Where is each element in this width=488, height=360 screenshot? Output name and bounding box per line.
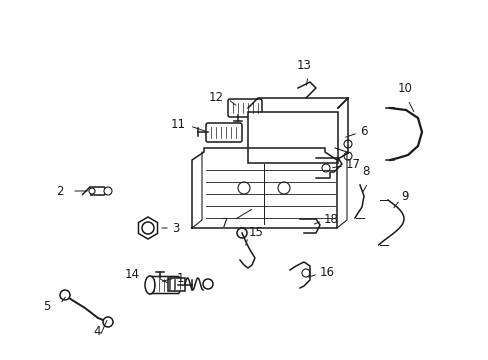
Text: 13: 13 bbox=[296, 59, 311, 72]
Text: 7: 7 bbox=[221, 216, 228, 230]
FancyBboxPatch shape bbox=[167, 278, 184, 291]
FancyBboxPatch shape bbox=[205, 123, 242, 142]
Circle shape bbox=[142, 222, 154, 234]
Circle shape bbox=[343, 152, 351, 160]
FancyBboxPatch shape bbox=[148, 276, 179, 293]
FancyBboxPatch shape bbox=[227, 99, 262, 117]
Circle shape bbox=[104, 187, 112, 195]
FancyBboxPatch shape bbox=[247, 112, 337, 163]
Text: 16: 16 bbox=[319, 266, 334, 279]
Circle shape bbox=[89, 188, 95, 194]
Text: 15: 15 bbox=[248, 225, 264, 239]
Ellipse shape bbox=[145, 276, 155, 294]
Circle shape bbox=[203, 279, 213, 289]
Circle shape bbox=[321, 164, 329, 172]
Circle shape bbox=[237, 228, 246, 238]
Text: 2: 2 bbox=[57, 185, 64, 198]
Polygon shape bbox=[138, 217, 157, 239]
Circle shape bbox=[60, 290, 70, 300]
Text: 8: 8 bbox=[362, 165, 369, 178]
Circle shape bbox=[103, 317, 113, 327]
Text: 18: 18 bbox=[324, 212, 338, 225]
Text: 5: 5 bbox=[43, 300, 51, 312]
Text: 4: 4 bbox=[93, 325, 101, 338]
Circle shape bbox=[278, 182, 289, 194]
Text: 14: 14 bbox=[125, 267, 140, 280]
Text: 11: 11 bbox=[171, 117, 185, 131]
Text: 9: 9 bbox=[400, 189, 407, 202]
Text: 6: 6 bbox=[359, 125, 367, 138]
Text: 1: 1 bbox=[177, 271, 184, 284]
Text: 12: 12 bbox=[208, 90, 224, 104]
Text: 17: 17 bbox=[346, 158, 360, 171]
Polygon shape bbox=[82, 187, 108, 195]
Circle shape bbox=[302, 269, 309, 277]
Text: 3: 3 bbox=[172, 221, 179, 234]
Circle shape bbox=[238, 182, 249, 194]
Circle shape bbox=[343, 140, 351, 148]
Text: 10: 10 bbox=[397, 82, 411, 95]
